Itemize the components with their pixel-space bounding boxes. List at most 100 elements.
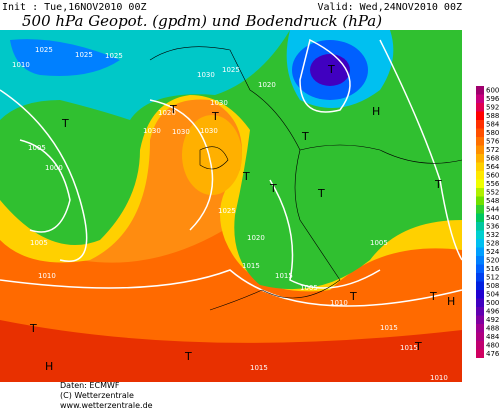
colorbar-swatch [476,103,484,112]
isobar-label: 1020 [258,81,276,89]
colorbar-swatch [476,222,484,231]
colorbar-swatch [476,307,484,316]
isobar-label: 1030 [210,99,228,107]
pressure-center: T [429,290,437,303]
isobar-label: 1025 [105,52,123,60]
colorbar-swatch [476,196,484,205]
isobar-label: 1025 [222,66,240,74]
pressure-center: T [61,117,69,130]
valid-time: Valid: Wed,24NOV2010 00Z [318,2,463,13]
website: www.wetterzentrale.de [60,401,153,410]
colorbar-swatch [476,281,484,290]
colorbar-label: 600 [486,87,499,95]
pressure-center: T [349,290,357,303]
colorbar-label: 552 [486,189,499,197]
colorbar-label: 512 [486,274,499,282]
colorbar-swatch [476,273,484,282]
colorbar-swatch [476,179,484,188]
colorbar-label: 532 [486,231,499,239]
isobar-label: 1010 [330,299,348,307]
map-labels: 1010 1025 1025 1025 1030 1025 1020 1030 1020 1030… [12,46,455,382]
colorbar: 6005965925885845805765725685645605565525… [476,86,500,358]
isobar-label: 1030 [200,127,218,135]
colorbar-label: 560 [486,172,499,180]
colorbar-swatch [476,145,484,154]
isobar-label: 1005 [370,239,388,247]
pressure-center: T [317,187,325,200]
colorbar-swatch [476,290,484,299]
isobar-label: 1010 [12,61,30,69]
colorbar-swatch [476,86,484,95]
colorbar-label: 544 [486,206,500,214]
colorbar-label: 524 [486,248,500,256]
isobar-label: 1015 [400,344,418,352]
pressure-center: H [45,360,53,373]
colorbar-swatch [476,256,484,265]
isobar-label: 1020 [158,109,176,117]
colorbar-swatch [476,349,484,358]
pressure-center: H [447,295,455,308]
isobar-label: 1030 [143,127,161,135]
colorbar-label: 576 [486,138,500,146]
pressure-center: T [327,63,335,76]
copyright: (C) Wetterzentrale [60,391,134,400]
pressure-center: H [372,105,380,118]
colorbar-swatch [476,120,484,129]
colorbar-label: 504 [486,291,500,299]
isobar-label: 1030 [172,128,190,136]
isobar-label: 1025 [35,46,53,54]
colorbar-swatch [476,154,484,163]
colorbar-swatch [476,324,484,333]
map-field [0,30,463,382]
isobar-label: 1030 [197,71,215,79]
colorbar-swatch [476,341,484,350]
pressure-center: T [434,178,442,191]
pressure-center: T [269,182,277,195]
colorbar-label: 536 [486,223,500,231]
colorbar-swatch [476,213,484,222]
colorbar-label: 580 [486,129,499,137]
isobar-label: 1005 [28,144,46,152]
pressure-center: T [301,130,309,143]
colorbar-swatch [476,137,484,146]
colorbar-label: 488 [486,325,499,333]
colorbar-label: 516 [486,265,500,273]
isobar-label: 1015 [250,364,268,372]
colorbar-label: 500 [486,299,499,307]
colorbar-swatch [476,264,484,273]
colorbar-label: 588 [486,112,499,120]
colorbar-label: 520 [486,257,499,265]
colorbar-swatch [476,298,484,307]
colorbar-label: 484 [486,333,500,341]
colorbar-label: 492 [486,316,499,324]
colorbar-label: 480 [486,342,499,350]
pressure-center: T [211,110,219,123]
colorbar-swatch [476,171,484,180]
isobar-label: 1020 [247,234,265,242]
isobar-label: 1010 [38,272,56,280]
colorbar-label: 596 [486,95,500,103]
colorbar-label: 564 [486,163,500,171]
init-time: Init : Tue,16NOV2010 00Z [2,2,147,13]
pressure-center: T [184,350,192,363]
pressure-center: T [414,340,422,353]
colorbar-label: 548 [486,197,499,205]
pressure-center: T [29,322,37,335]
isobar-label: 1015 [242,262,260,270]
colorbar-label: 540 [486,214,499,222]
colorbar-swatch [476,94,484,103]
colorbar-label: 476 [486,350,500,358]
colorbar-label: 556 [486,180,500,188]
colorbar-swatch [476,239,484,248]
pressure-center: T [169,103,177,116]
colorbar-label: 508 [486,282,499,290]
colorbar-label: 584 [486,121,500,129]
pressure-center: T [242,170,250,183]
colorbar-label: 496 [486,308,500,316]
isobar-label: 1015 [380,324,398,332]
isobar-label: 1015 [275,272,293,280]
data-source: Daten: ECMWF [60,381,120,390]
colorbar-swatch [476,128,484,137]
colorbar-swatch [476,230,484,239]
